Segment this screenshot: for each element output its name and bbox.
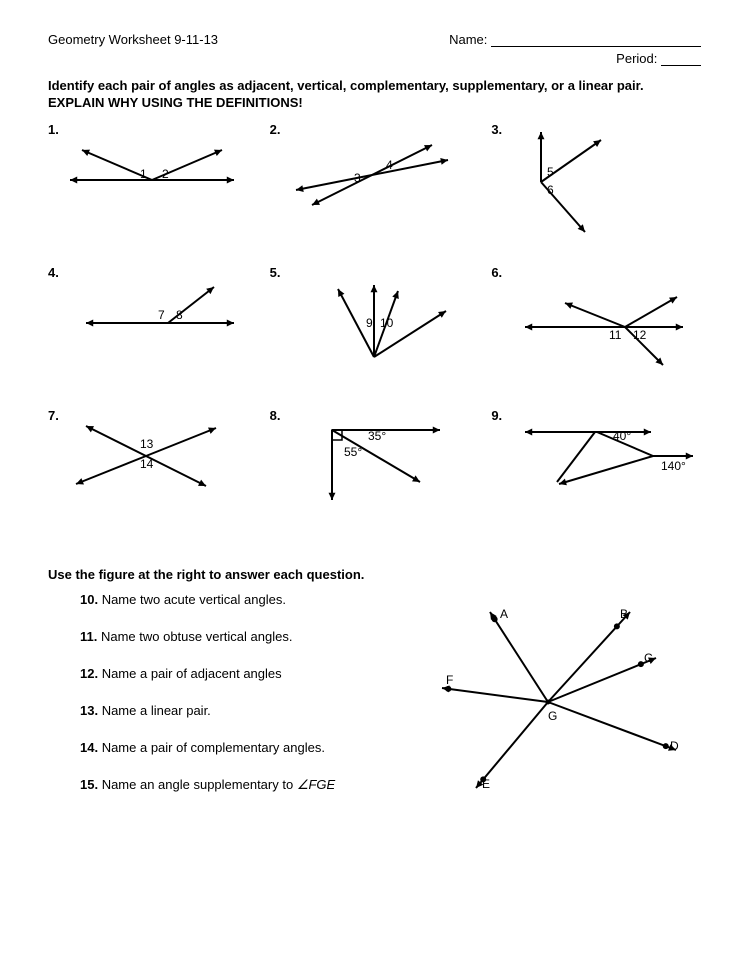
problem-figure: 40° 140° <box>505 408 695 528</box>
svg-text:55°: 55° <box>344 445 362 459</box>
problem-figure: 34 <box>284 122 474 242</box>
problem: 5. 9 10 <box>270 265 480 400</box>
question-number: 10. <box>80 592 102 607</box>
svg-text:C: C <box>644 651 653 665</box>
svg-text:3: 3 <box>354 171 361 185</box>
problem: 3.56 <box>491 122 701 257</box>
instructions: Identify each pair of angles as adjacent… <box>48 78 701 112</box>
problem-number: 6. <box>491 265 502 280</box>
question-number: 12. <box>80 666 102 681</box>
svg-text:7: 7 <box>158 308 165 322</box>
problem-figure: 1314 <box>62 408 252 528</box>
question-text: Name a pair of complementary angles. <box>102 740 325 755</box>
problem-figure: 11 12 <box>505 265 695 385</box>
section2-title: Use the figure at the right to answer ea… <box>48 567 701 582</box>
question-number: 11. <box>80 629 101 644</box>
problem-figure: 9 10 <box>284 265 474 385</box>
svg-text:F: F <box>446 673 453 687</box>
svg-text:G: G <box>548 709 557 723</box>
question-item: 15. Name an angle supplementary to ∠FGE <box>48 777 408 793</box>
problem-number: 5. <box>270 265 281 280</box>
problem-figure: 12 <box>62 122 252 242</box>
problem-figure: 56 <box>505 122 695 242</box>
svg-text:6: 6 <box>547 183 554 197</box>
svg-text:13: 13 <box>140 437 154 451</box>
question-text: Name a linear pair. <box>102 703 211 718</box>
problems-grid: 1.122.343.564.785.9106.11127.13148.35°55… <box>48 122 701 543</box>
problem-figure: 78 <box>62 265 252 385</box>
question-text: Name two acute vertical angles. <box>102 592 286 607</box>
svg-text:140°: 140° <box>661 459 686 473</box>
composite-figure: A B C D E F G <box>408 592 701 832</box>
name-field: Name: <box>449 32 701 47</box>
question-item: 14. Name a pair of complementary angles. <box>48 740 408 755</box>
svg-text:A: A <box>500 607 508 621</box>
question-number: 13. <box>80 703 102 718</box>
svg-text:D: D <box>670 739 679 753</box>
question-item: 10. Name two acute vertical angles. <box>48 592 408 607</box>
problem-number: 1. <box>48 122 59 137</box>
svg-text:8: 8 <box>176 308 183 322</box>
svg-text:2: 2 <box>162 167 169 181</box>
question-list: 10. Name two acute vertical angles. 11. N… <box>48 592 408 815</box>
svg-text:10: 10 <box>380 316 394 330</box>
svg-text:4: 4 <box>386 158 393 172</box>
question-number: 15. <box>80 777 102 792</box>
svg-text:B: B <box>620 607 628 621</box>
svg-text:35°: 35° <box>368 429 386 443</box>
question-text: Name an angle supplementary to ∠FGE <box>102 777 336 792</box>
problem-number: 9. <box>491 408 502 423</box>
problem-number: 4. <box>48 265 59 280</box>
problem: 4.78 <box>48 265 258 400</box>
svg-text:12: 12 <box>633 328 647 342</box>
svg-text:9: 9 <box>366 316 373 330</box>
svg-text:1: 1 <box>140 167 147 181</box>
svg-text:11: 11 <box>609 328 622 342</box>
question-item: 12. Name a pair of adjacent angles <box>48 666 408 681</box>
problem-number: 7. <box>48 408 59 423</box>
svg-text:14: 14 <box>140 457 154 471</box>
svg-text:E: E <box>482 777 490 791</box>
problem: 8. 35° 55° <box>270 408 480 543</box>
svg-text:5: 5 <box>547 165 554 179</box>
period-field: Period: <box>48 51 701 66</box>
question-text: Name two obtuse vertical angles. <box>101 629 292 644</box>
problem: 6. 11 12 <box>491 265 701 400</box>
problem: 7.1314 <box>48 408 258 543</box>
problem: 9. 40° 140° <box>491 408 701 543</box>
question-number: 14. <box>80 740 102 755</box>
problem-number: 3. <box>491 122 502 137</box>
problem: 2.34 <box>270 122 480 257</box>
problem: 1.12 <box>48 122 258 257</box>
worksheet-title: Geometry Worksheet 9-11-13 <box>48 32 218 47</box>
question-item: 11. Name two obtuse vertical angles. <box>48 629 408 644</box>
svg-text:40°: 40° <box>613 429 631 443</box>
question-item: 13. Name a linear pair. <box>48 703 408 718</box>
question-text: Name a pair of adjacent angles <box>102 666 282 681</box>
problem-figure: 35° 55° <box>284 408 474 528</box>
problem-number: 2. <box>270 122 281 137</box>
problem-number: 8. <box>270 408 281 423</box>
